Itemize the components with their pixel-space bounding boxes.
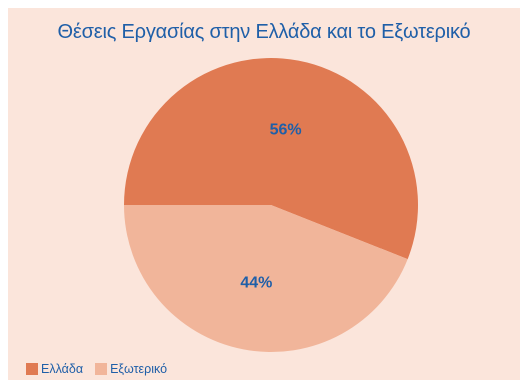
chart-legend: Ελλάδα Εξωτερικό: [26, 361, 179, 377]
legend-item-abroad: Εξωτερικό: [95, 362, 167, 376]
legend-swatch-abroad: [95, 363, 108, 375]
legend-label-abroad: Εξωτερικό: [110, 362, 168, 376]
legend-label-greece: Ελλάδα: [41, 362, 84, 376]
pie-label-abroad: 44%: [240, 275, 272, 292]
legend-item-greece: Ελλάδα: [26, 362, 83, 376]
pie-label-greece: 56%: [270, 121, 302, 138]
legend-swatch-greece: [26, 363, 38, 375]
chart-title: Θέσεις Εργασίας στην Ελλάδα και το Εξωτε…: [57, 21, 471, 43]
pie-slice-abroad: [123, 205, 408, 353]
pie-slice-greece: [124, 58, 419, 260]
